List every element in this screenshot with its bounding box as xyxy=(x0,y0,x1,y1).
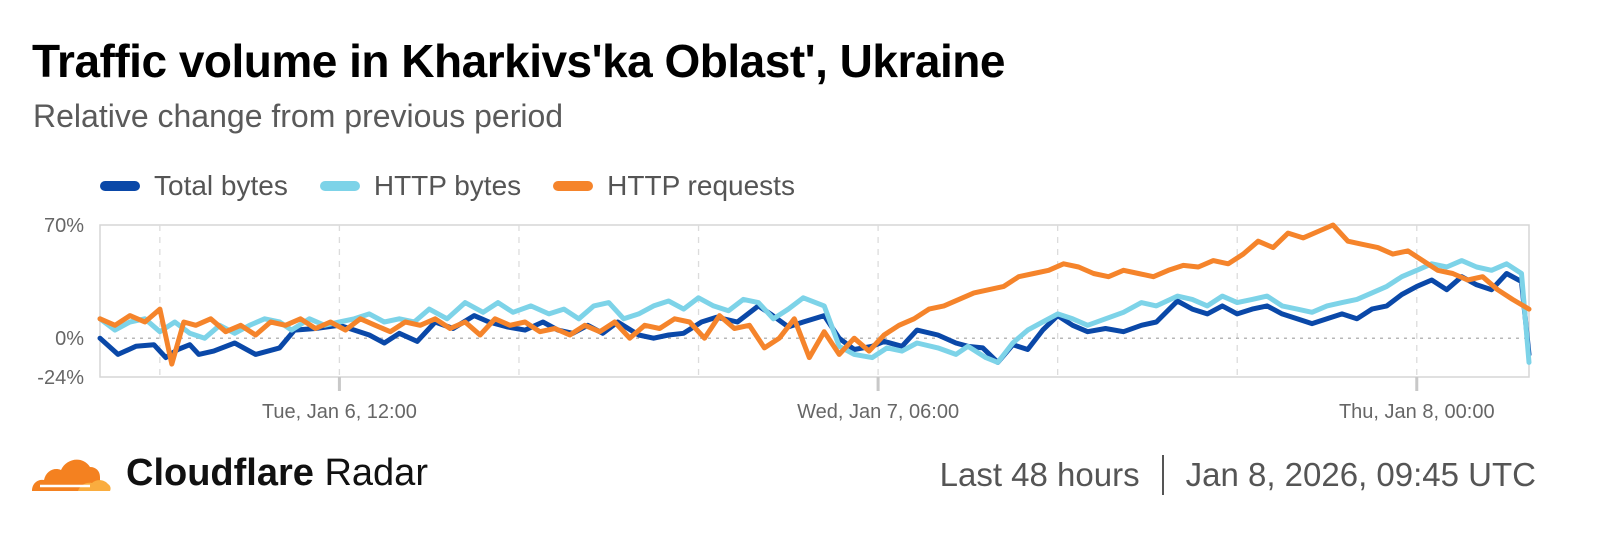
time-range-info: Last 48 hours Jan 8, 2026, 09:45 UTC xyxy=(940,455,1536,495)
brand-name: Cloudflare Radar xyxy=(126,452,428,495)
brand-name-light: Radar xyxy=(324,452,428,494)
cloudflare-logo-icon xyxy=(32,459,111,491)
legend-label-total-bytes: Total bytes xyxy=(154,170,288,201)
legend-item-http-requests[interactable]: HTTP requests xyxy=(553,170,795,202)
chart-grid xyxy=(99,224,1530,378)
brand-name-bold: Cloudflare xyxy=(126,452,314,494)
y-tick-label: -24% xyxy=(37,367,84,389)
brand-block: Cloudflare Radar xyxy=(30,452,428,495)
footer-divider xyxy=(1161,455,1164,495)
timestamp-label: Jan 8, 2026, 09:45 UTC xyxy=(1185,456,1536,493)
chart-subtitle: Relative change from previous period xyxy=(33,98,564,134)
x-tick-label: Wed, Jan 7, 06:00 xyxy=(797,401,959,423)
legend-item-http-bytes[interactable]: HTTP bytes xyxy=(319,170,522,202)
series-line-http-requests xyxy=(97,222,1532,367)
y-tick-label: 0% xyxy=(55,328,84,350)
legend-swatch-http-requests xyxy=(553,181,594,191)
plot-frame xyxy=(99,224,1530,378)
y-tick-label: 70% xyxy=(44,215,84,237)
x-tick-label: Thu, Jan 8, 00:00 xyxy=(1339,401,1495,423)
legend-swatch-total-bytes xyxy=(100,181,140,191)
chart-axes: 70% 0% -24% Tue, Jan 6, 12:00 Wed, Jan 7, 06… xyxy=(37,215,1494,423)
traffic-line-chart: 70% 0% -24% Tue, Jan 6, 12:00 Wed, Jan 7, 06… xyxy=(37,215,1532,423)
legend-swatch-http-bytes xyxy=(319,181,360,191)
time-range-label: Last 48 hours xyxy=(939,456,1140,493)
legend-item-total-bytes[interactable]: Total bytes xyxy=(100,170,288,202)
chart-series xyxy=(97,222,1532,367)
chart-legend: Total bytes HTTP bytes HTTP requests xyxy=(100,170,795,202)
legend-label-http-requests: HTTP requests xyxy=(607,170,795,201)
chart-title: Traffic volume in Kharkivs'ka Oblast', U… xyxy=(32,35,1005,87)
x-tick-label: Tue, Jan 6, 12:00 xyxy=(262,401,417,423)
legend-label-http-bytes: HTTP bytes xyxy=(373,170,522,201)
